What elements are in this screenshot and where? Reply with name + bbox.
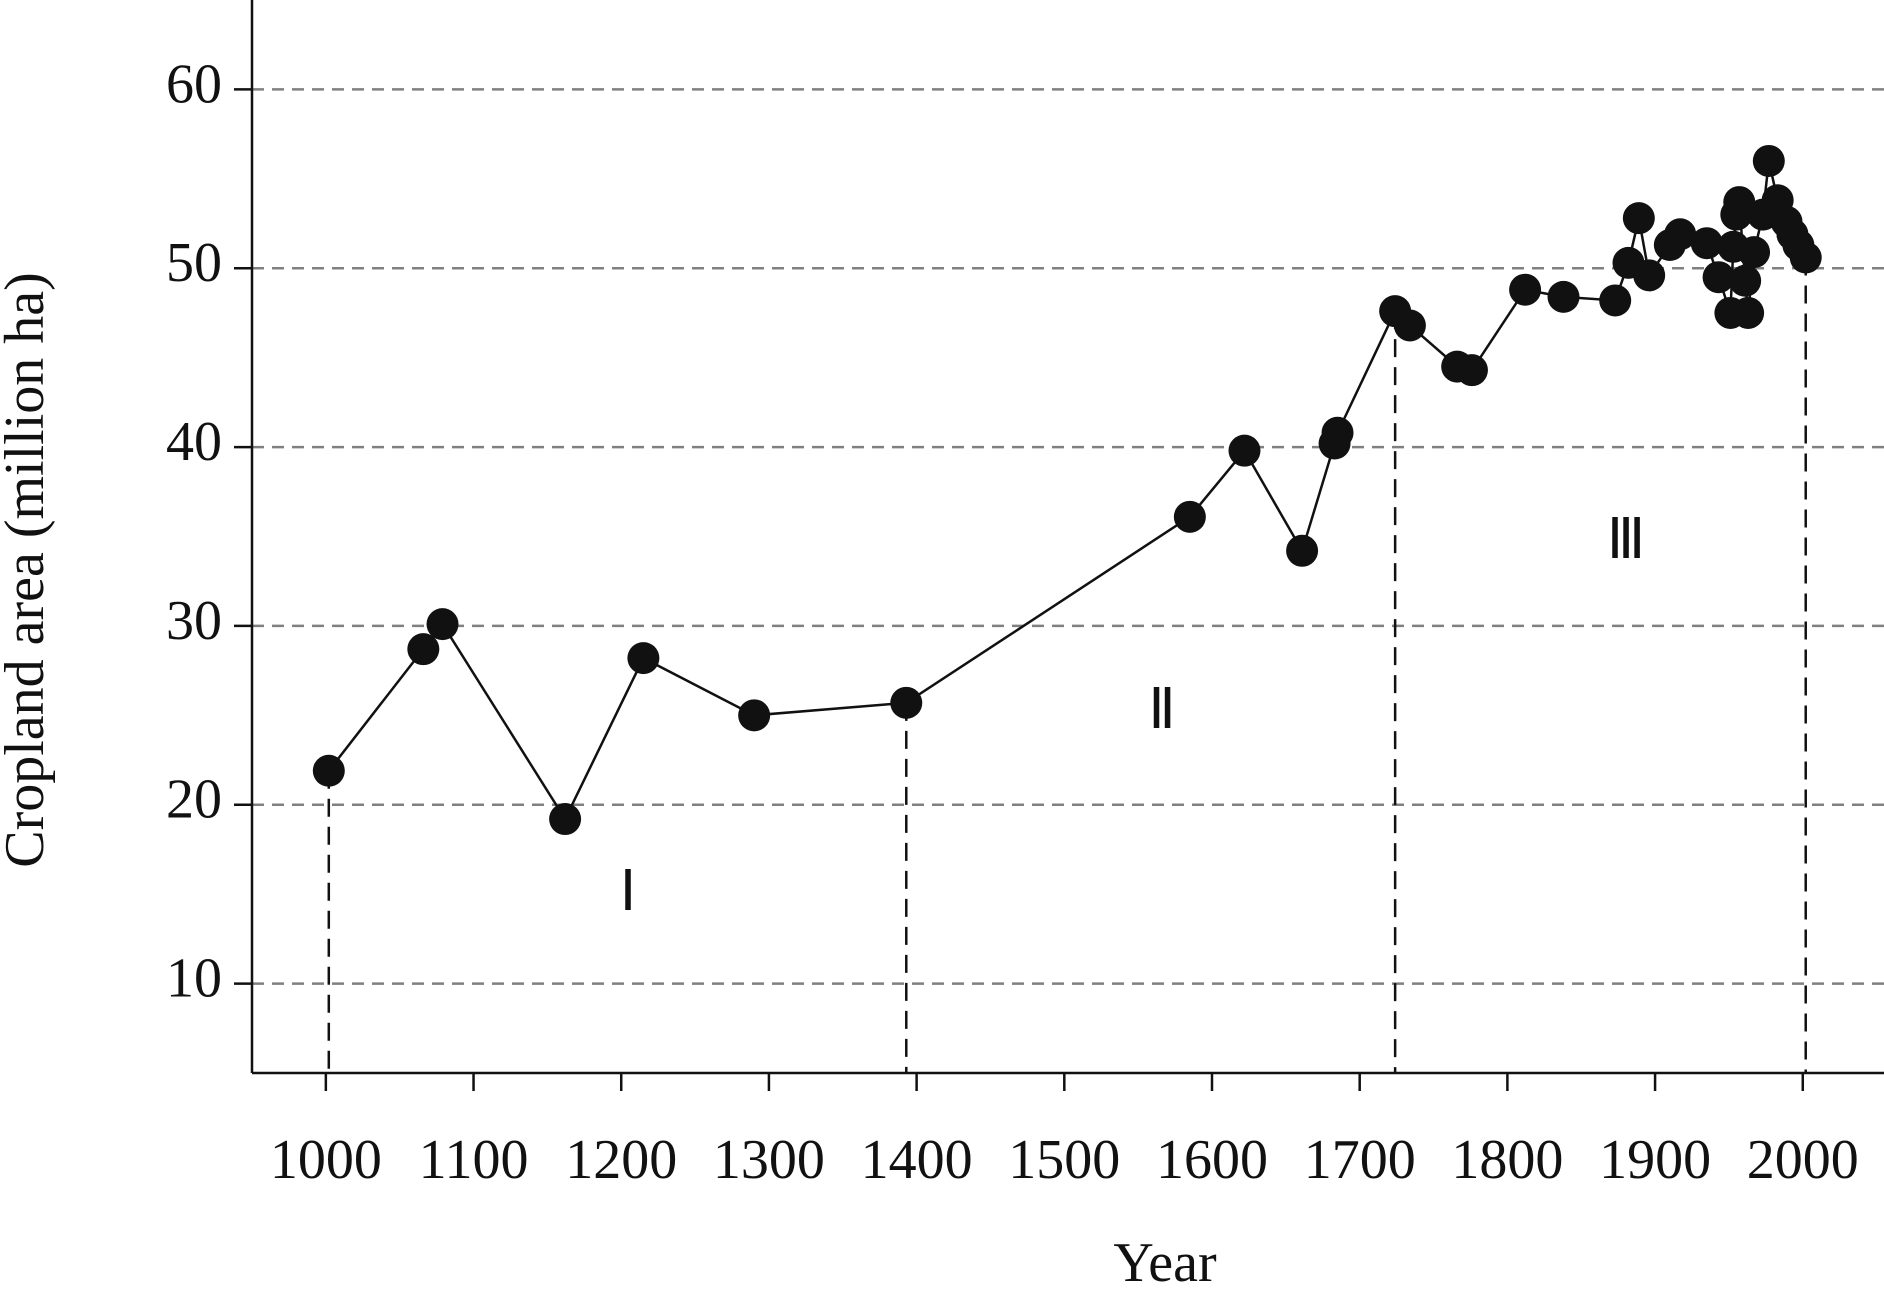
data-point xyxy=(1599,284,1632,317)
data-point xyxy=(1738,236,1771,269)
x-tick-label: 1800 xyxy=(1451,1129,1563,1191)
data-point xyxy=(1752,144,1785,177)
data-point xyxy=(549,803,582,836)
data-point xyxy=(312,754,345,787)
y-tick-label: 40 xyxy=(166,411,222,473)
data-point xyxy=(1664,218,1697,251)
y-tick-label: 10 xyxy=(166,947,222,1009)
x-tick-label: 1400 xyxy=(861,1129,973,1191)
data-point xyxy=(1690,227,1723,260)
data-point xyxy=(1789,241,1822,274)
x-tick-label: 1100 xyxy=(419,1129,529,1191)
data-line xyxy=(327,160,1807,822)
data-point xyxy=(1702,261,1735,294)
data-point xyxy=(1729,264,1762,297)
data-point xyxy=(1321,416,1354,449)
period-label: Ⅱ xyxy=(1148,679,1176,741)
period-label: Ⅰ xyxy=(620,861,637,923)
x-tick-label: 1900 xyxy=(1599,1129,1711,1191)
data-point xyxy=(1286,534,1319,567)
data-point xyxy=(1547,280,1580,313)
x-tick-label: 1200 xyxy=(565,1129,677,1191)
x-tick-label: 1700 xyxy=(1304,1129,1416,1191)
data-point xyxy=(1723,186,1756,219)
data-point xyxy=(1633,259,1666,292)
data-point xyxy=(738,699,771,732)
x-tick-label: 1500 xyxy=(1008,1129,1120,1191)
y-tick-label: 30 xyxy=(166,590,222,652)
x-tick-label: 1300 xyxy=(713,1129,825,1191)
data-point xyxy=(1509,273,1542,306)
y-tick-label: 20 xyxy=(166,769,222,831)
data-point xyxy=(1455,354,1488,387)
y-tick-label: 60 xyxy=(166,53,222,115)
data-point xyxy=(1393,309,1426,342)
data-point xyxy=(1228,434,1261,467)
data-point xyxy=(426,608,459,641)
x-tick-label: 2000 xyxy=(1747,1129,1859,1191)
data-point xyxy=(1732,296,1765,329)
data-point xyxy=(627,642,660,675)
y-axis-label: Cropland area (million ha) xyxy=(0,272,56,868)
x-tick-label: 1600 xyxy=(1156,1129,1268,1191)
x-axis-label: Year xyxy=(1113,1232,1217,1294)
data-point xyxy=(1173,500,1206,533)
data-point xyxy=(890,686,923,719)
data-point xyxy=(407,633,440,666)
data-point xyxy=(1622,202,1655,235)
x-tick-label: 1000 xyxy=(270,1129,382,1191)
y-tick-label: 50 xyxy=(166,232,222,294)
period-label: Ⅲ xyxy=(1607,509,1646,571)
